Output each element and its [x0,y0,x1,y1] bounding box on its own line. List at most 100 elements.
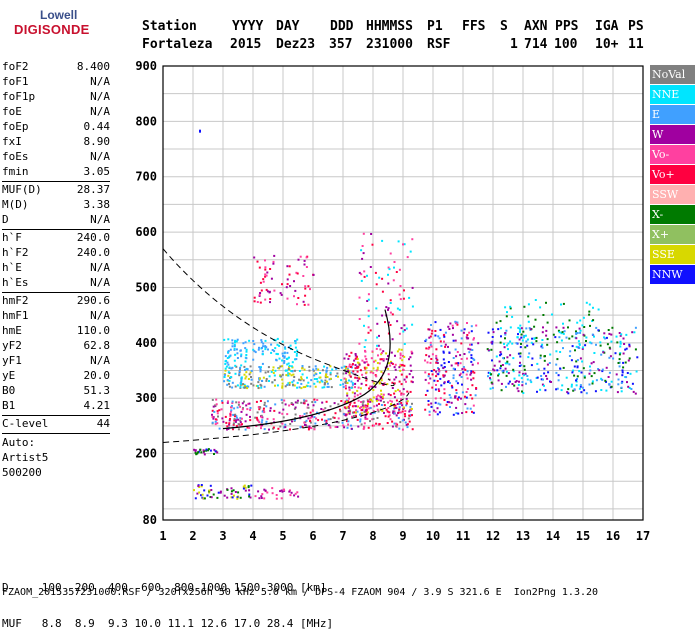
y-tick-label: 200 [135,447,157,461]
echo-point [393,366,396,369]
echo-point [473,359,476,361]
echo-point [216,410,219,413]
echo-point [568,319,571,322]
echo-point [503,346,506,349]
echo-point [410,369,413,372]
echo-point [259,292,262,294]
echo-point [374,374,377,377]
echo-point [522,392,525,394]
echo-point [470,343,473,346]
echo-point [588,383,591,386]
echo-point [621,374,624,377]
echo-point [215,398,218,401]
echo-point [599,344,602,347]
echo-point [408,420,411,423]
echo-point [367,331,370,334]
echo-point [304,294,307,297]
echo-point [345,365,348,368]
echo-point [489,378,492,381]
echo-point [526,378,529,381]
echo-point [584,344,587,347]
echo-point [289,423,292,425]
echo-point [345,372,348,375]
echo-point [576,375,579,378]
echo-point [334,426,337,428]
echo-point [218,409,221,412]
echo-point [490,373,493,376]
echo-point [439,397,442,400]
echo-point [617,383,620,386]
echo-point [466,370,469,373]
echo-point [200,485,203,488]
echo-point [224,360,227,363]
echo-point [218,427,221,430]
echo-point [487,331,490,334]
echo-point [211,415,214,418]
echo-point [230,496,233,499]
echo-point [291,361,294,364]
echo-point [374,386,377,389]
echo-point [296,338,299,341]
echo-point [221,417,224,420]
echo-point [367,403,369,405]
echo-point [375,422,378,425]
echo-point [531,337,534,340]
echo-point [394,407,397,410]
echo-point [411,376,414,379]
echo-point [622,361,625,364]
echo-point [343,426,346,429]
echo-point [573,388,576,391]
echo-point [304,386,307,388]
echo-point [609,355,612,358]
echo-point [353,392,356,395]
echo-point [468,331,471,334]
echo-point [530,364,533,367]
echo-point [275,497,278,500]
echo-point [449,322,452,325]
echo-point [398,406,401,409]
echo-point [619,342,622,345]
echo-point [295,271,298,274]
echo-point [244,341,247,344]
echo-point [313,428,316,431]
echo-point [244,386,247,389]
echo-point [578,387,581,390]
echo-point [376,322,379,325]
echo-point [303,259,306,262]
echo-point [283,360,286,362]
echo-point [581,386,584,389]
echo-point [201,496,204,499]
echo-point [448,351,451,354]
echo-point [226,425,229,428]
echo-point [448,394,451,396]
echo-point [491,328,494,331]
echo-point [314,385,317,388]
echo-point [387,407,390,409]
echo-point [314,422,317,425]
echo-point [355,409,358,412]
echo-point [408,410,411,413]
echo-point [359,387,362,390]
echo-point [391,420,394,423]
param-row-B0: B0 51.3 [2,384,110,399]
echo-point [207,448,210,451]
echo-point [528,327,531,330]
echo-point [568,337,571,340]
echo-point [364,409,367,412]
echo-point [505,329,508,332]
echo-point [555,388,558,391]
echo-point [527,356,530,359]
echo-point [312,273,315,276]
echo-point [382,401,385,403]
echo-point [634,392,637,395]
echo-point [261,493,264,496]
echo-point [486,348,489,351]
echo-point [620,333,623,336]
echo-point [438,411,441,414]
echo-point [308,369,311,372]
echo-point [311,401,314,403]
echo-point [356,366,359,369]
echo-point [387,308,389,311]
auto-line: Artist5 [2,451,49,464]
echo-point [364,349,366,352]
